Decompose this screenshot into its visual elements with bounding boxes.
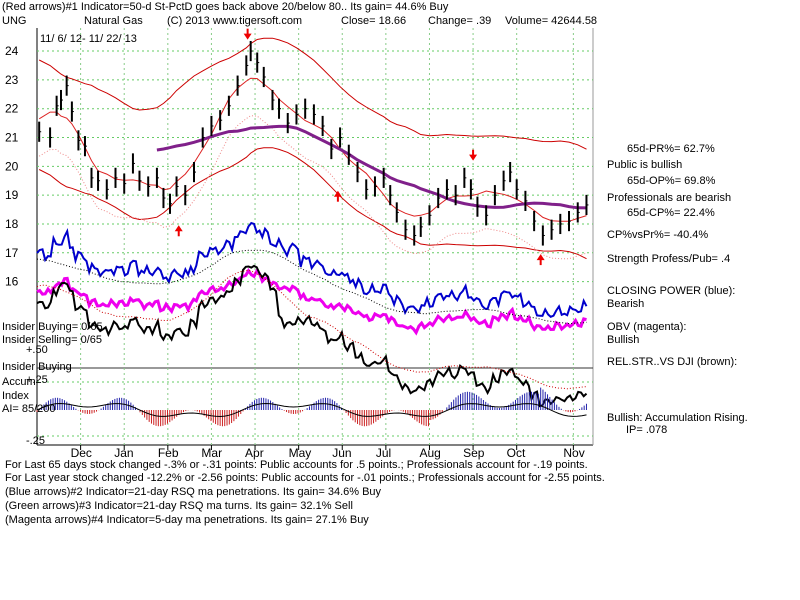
- y-tick-label: 20: [5, 159, 19, 173]
- footer-line4: (Green arrows)#3 Indicator=21-day RSQ ma…: [5, 500, 353, 512]
- x-tick-label: Jun: [332, 446, 351, 460]
- y-tick-label: 24: [5, 44, 19, 58]
- ip-stat: IP= .078: [626, 424, 668, 436]
- x-tick-label: Oct: [507, 446, 526, 460]
- accumulation-histogram: [36, 387, 587, 427]
- footer-line2: For Last year stock changed -12.2% or -2…: [5, 472, 605, 484]
- header-line1: (Red arrows)#1 Indicator=50-d St-PctD go…: [2, 1, 449, 13]
- x-tick-label: Nov: [563, 446, 584, 460]
- dotted-ma: [38, 115, 587, 260]
- footer-line3: (Blue arrows)#2 Indicator=21-day RSQ ma …: [5, 486, 382, 498]
- relstr-title: REL.STR..VS DJI (brown):: [607, 356, 738, 368]
- symbol: UNG: [2, 15, 27, 27]
- lower-band: [38, 147, 587, 260]
- op-stat: 65d-OP%= 69.8%: [627, 175, 716, 187]
- y-axis-ticks: 24 23 22 21 20 19 18 17 16: [5, 44, 19, 289]
- obv-status: Bullish: [607, 334, 640, 346]
- change-value: Change= .39: [428, 15, 492, 27]
- y-tick-label: 21: [5, 131, 19, 145]
- indicator-series: [36, 221, 588, 408]
- footer-line5: (Magenta arrows)#4 Indicator=5-day ma pe…: [5, 514, 369, 526]
- x-tick-label: Aug: [419, 446, 440, 460]
- x-tick-label: Apr: [245, 446, 264, 460]
- close-value: Close= 18.66: [341, 15, 407, 27]
- cpvspr-stat: CP%vsPr%= -40.4%: [607, 229, 709, 241]
- insider-buying: Insider Buying= 0/65: [2, 321, 103, 333]
- minus-25-label: -.25: [26, 435, 45, 447]
- plus-50-label: +.50: [26, 344, 48, 356]
- x-tick-label: Sep: [463, 446, 485, 460]
- x-tick-label: May: [289, 446, 312, 460]
- short-ma: [38, 77, 587, 222]
- y-tick-label: 16: [5, 275, 19, 289]
- ai-label: AI= 85/200: [2, 403, 56, 415]
- cp-stat: 65d-CP%= 22.4%: [627, 207, 715, 219]
- y-tick-label: 17: [5, 246, 19, 260]
- closing-power-line: [36, 221, 588, 318]
- relstr-line: [36, 264, 588, 408]
- plus-25-label: +.25: [26, 374, 48, 386]
- y-tick-label: 23: [5, 73, 19, 87]
- professionals-status: Professionals are bearish: [607, 192, 732, 204]
- y-tick-label: 22: [5, 102, 19, 116]
- grid-lines: [36, 28, 594, 446]
- arrow-up-icon: [333, 190, 342, 197]
- copyright: (C) 2013 www.tigersoft.com: [167, 15, 303, 27]
- security-name: Natural Gas: [84, 15, 143, 27]
- upper-band: [38, 37, 587, 150]
- y-tick-label: 18: [5, 217, 19, 231]
- signal-arrows: [174, 28, 545, 266]
- x-tick-label: Jul: [376, 446, 391, 460]
- cp-ma: [37, 249, 587, 325]
- envelope-bands: [38, 37, 587, 260]
- x-tick-label: Mar: [201, 446, 222, 460]
- closing-power-title: CLOSING POWER (blue):: [607, 285, 736, 297]
- x-tick-label: Dec: [71, 446, 92, 460]
- date-range: 11/ 6/ 12- 11/ 22/ 13: [40, 33, 137, 45]
- accum-label: Accum: [2, 376, 36, 388]
- purple-ma: [156, 124, 587, 210]
- obv-title: OBV (magenta):: [607, 321, 687, 333]
- strength-stat: Strength Profess/Pub= .4: [607, 253, 731, 265]
- y-tick-label: 19: [5, 188, 19, 202]
- x-axis-ticks: Dec Jan Feb Mar Apr May Jun Jul Aug Sep Oct Nov: [71, 445, 585, 460]
- price-bars: [38, 40, 589, 246]
- public-status: Public is bullish: [607, 159, 683, 171]
- insider-selling: Insider Selling= 0/65: [2, 334, 102, 346]
- closing-power-status: Bearish: [607, 298, 645, 310]
- relstr-ma: [36, 269, 587, 390]
- obv-line: [36, 267, 587, 336]
- x-tick-label: Jan: [114, 446, 133, 460]
- accum-ma: [36, 402, 587, 418]
- accum-status: Bullish: Accumulation Rising.: [607, 412, 748, 424]
- insider-buying-label: Insider Buying: [2, 361, 72, 373]
- volume-value: Volume= 42644.58: [505, 15, 598, 27]
- footer-line1: For Last 65 days stock changed -.3% or -…: [5, 459, 588, 471]
- arrow-down-icon: [243, 33, 252, 40]
- index-label: Index: [2, 390, 29, 402]
- arrow-down-icon: [469, 154, 478, 161]
- pr-stat: 65d-PR%= 62.7%: [627, 143, 715, 155]
- x-tick-label: Feb: [158, 446, 179, 460]
- arrow-up-icon: [536, 254, 545, 261]
- arrow-up-icon: [174, 225, 183, 232]
